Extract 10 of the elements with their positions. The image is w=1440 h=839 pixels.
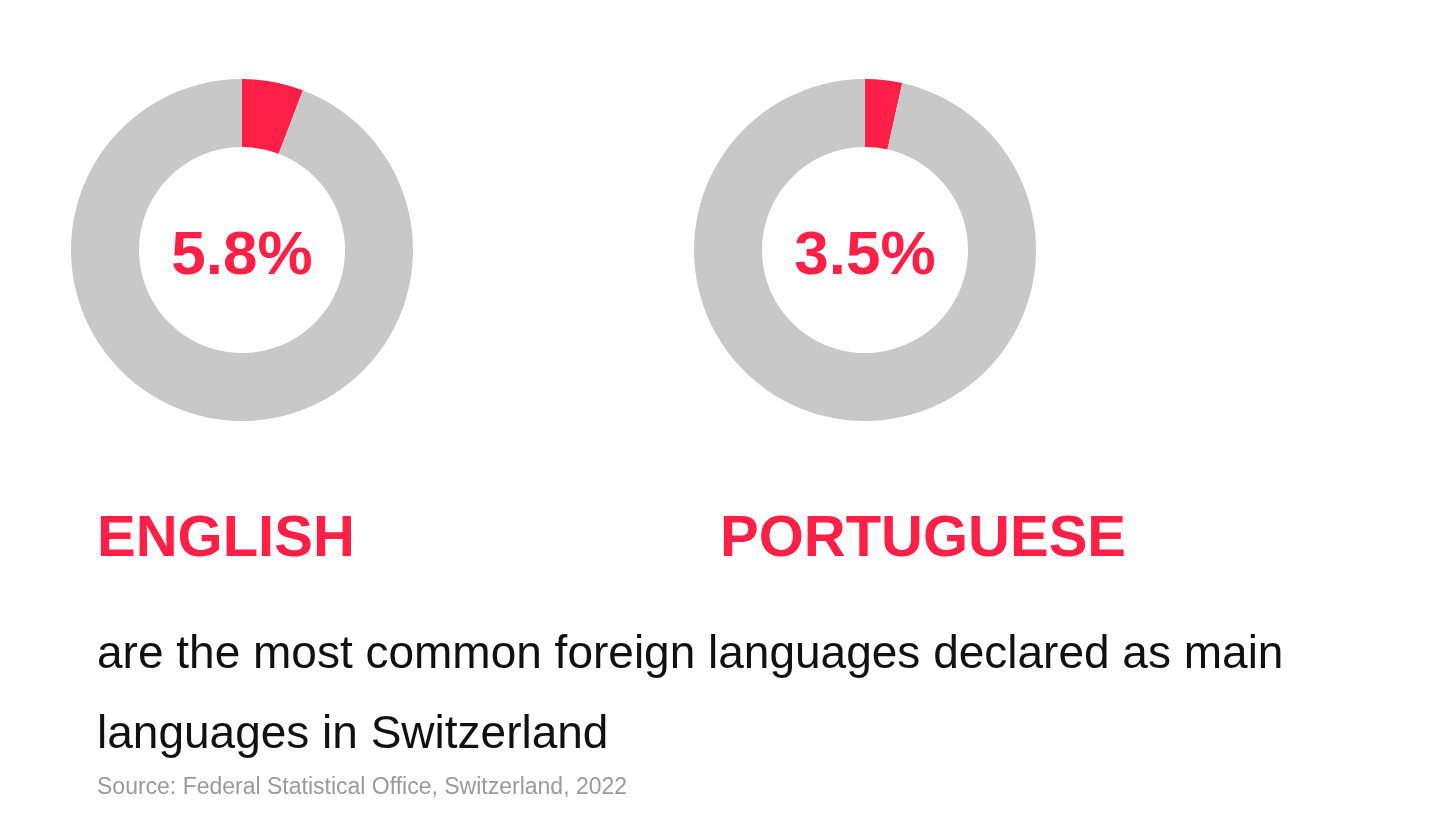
- donut-slice: [865, 79, 903, 150]
- donut-slice: [694, 79, 1036, 421]
- text: 5.8%: [171, 218, 313, 287]
- text: ENGLISH: [97, 503, 355, 568]
- text: are the most common foreign languages declared as main languages in Switzerland: [97, 625, 1285, 760]
- donut-slice: [242, 79, 303, 154]
- source-note: Source: Federal Statistical Office, Switzerland, 2022: [97, 773, 628, 800]
- text: 3.5%: [794, 218, 936, 287]
- donut-slice: [71, 79, 413, 421]
- text: PORTUGUESE: [720, 503, 1127, 568]
